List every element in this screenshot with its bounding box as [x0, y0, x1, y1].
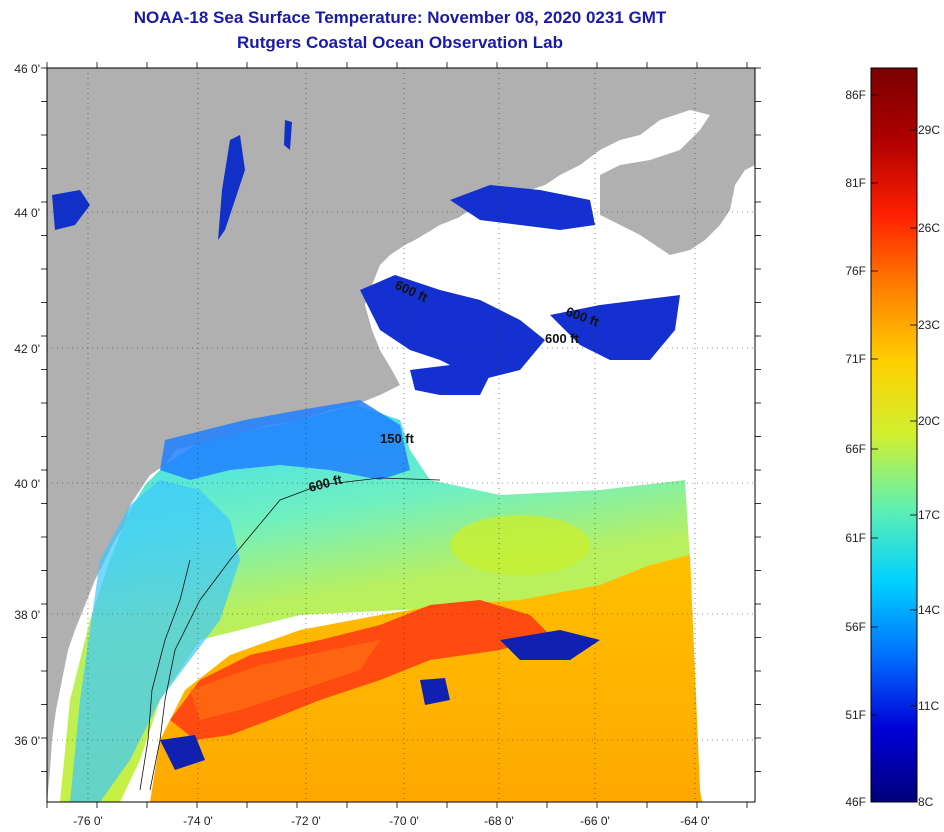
map-border — [46, 67, 756, 803]
colorbar-label-f: 86F — [845, 88, 866, 102]
graticule — [47, 68, 755, 802]
lon-label: -76 0' — [73, 814, 103, 828]
land-artifact — [218, 135, 245, 240]
lat-label: 38 0' — [14, 608, 40, 622]
chart-title: NOAA-18 Sea Surface Temperature: Novembe… — [133, 8, 667, 27]
cold-eddy — [160, 735, 205, 770]
colorbar-label-f: 46F — [845, 795, 866, 809]
lat-label: 40 0' — [14, 477, 40, 491]
lon-label: -72 0' — [291, 814, 321, 828]
colorbar-label-f: 76F — [845, 264, 866, 278]
land-artifact — [284, 120, 292, 150]
lon-label: -64 0' — [680, 814, 710, 828]
colorbar-label-f: 61F — [845, 531, 866, 545]
land-artifact — [52, 190, 90, 230]
colorbar-label-f: 71F — [845, 352, 866, 366]
lat-label: 46 0' — [14, 62, 40, 76]
colorbar-label-f: 56F — [845, 620, 866, 634]
colorbar-label-f: 66F — [845, 442, 866, 456]
lon-label: -74 0' — [183, 814, 213, 828]
isobath-150ft — [139, 559, 191, 791]
lat-label: 42 0' — [14, 342, 40, 356]
colorbar-label-c: 17C — [918, 508, 940, 522]
colorbar-label-c: 8C — [918, 795, 934, 809]
colorbar-label-f: 81F — [845, 176, 866, 190]
colorbar-label-c: 23C — [918, 318, 940, 332]
lat-label: 36 0' — [14, 734, 40, 748]
lon-label: -70 0' — [389, 814, 419, 828]
cold-patch — [550, 295, 680, 360]
cold-eddy — [420, 678, 450, 705]
coastal-cool-band — [160, 400, 410, 480]
lon-label: -68 0' — [484, 814, 514, 828]
lat-label: 44 0' — [14, 206, 40, 220]
colorbar-label-f: 51F — [845, 708, 866, 722]
colorbar — [870, 67, 918, 803]
colorbar-label-c: 29C — [918, 123, 940, 137]
shelf-water — [70, 480, 240, 802]
axis-ticks — [41, 62, 761, 808]
gulf-stream-warm-band — [190, 640, 380, 720]
isobath-600ft — [149, 477, 441, 791]
colorbar-label-c: 11C — [918, 699, 939, 713]
axis-labels: 46 0' 44 0' 42 0' 40 0' 38 0' 36 0' -76 0' -74 … — [14, 62, 709, 828]
cold-eddy — [500, 630, 600, 660]
contour-label: 150 ft — [380, 431, 415, 446]
colorbar-labels: 86F 81F 76F 71F 66F 61F 56F 51F 46F 29C 26C 23C 20C 1… — [845, 88, 940, 809]
warm-core-ring — [450, 515, 590, 575]
colorbar-label-c: 26C — [918, 221, 940, 235]
land-mass — [47, 68, 755, 802]
cold-patch — [410, 365, 490, 395]
sst-field — [60, 405, 690, 802]
colorbar-label-c: 14C — [918, 603, 940, 617]
contour-label: 600 ft — [545, 331, 580, 346]
cold-patch — [450, 185, 595, 230]
colorbar-label-c: 20C — [918, 414, 940, 428]
chart-subtitle: Rutgers Coastal Ocean Observation Lab — [237, 33, 563, 52]
lon-label: -66 0' — [580, 814, 610, 828]
